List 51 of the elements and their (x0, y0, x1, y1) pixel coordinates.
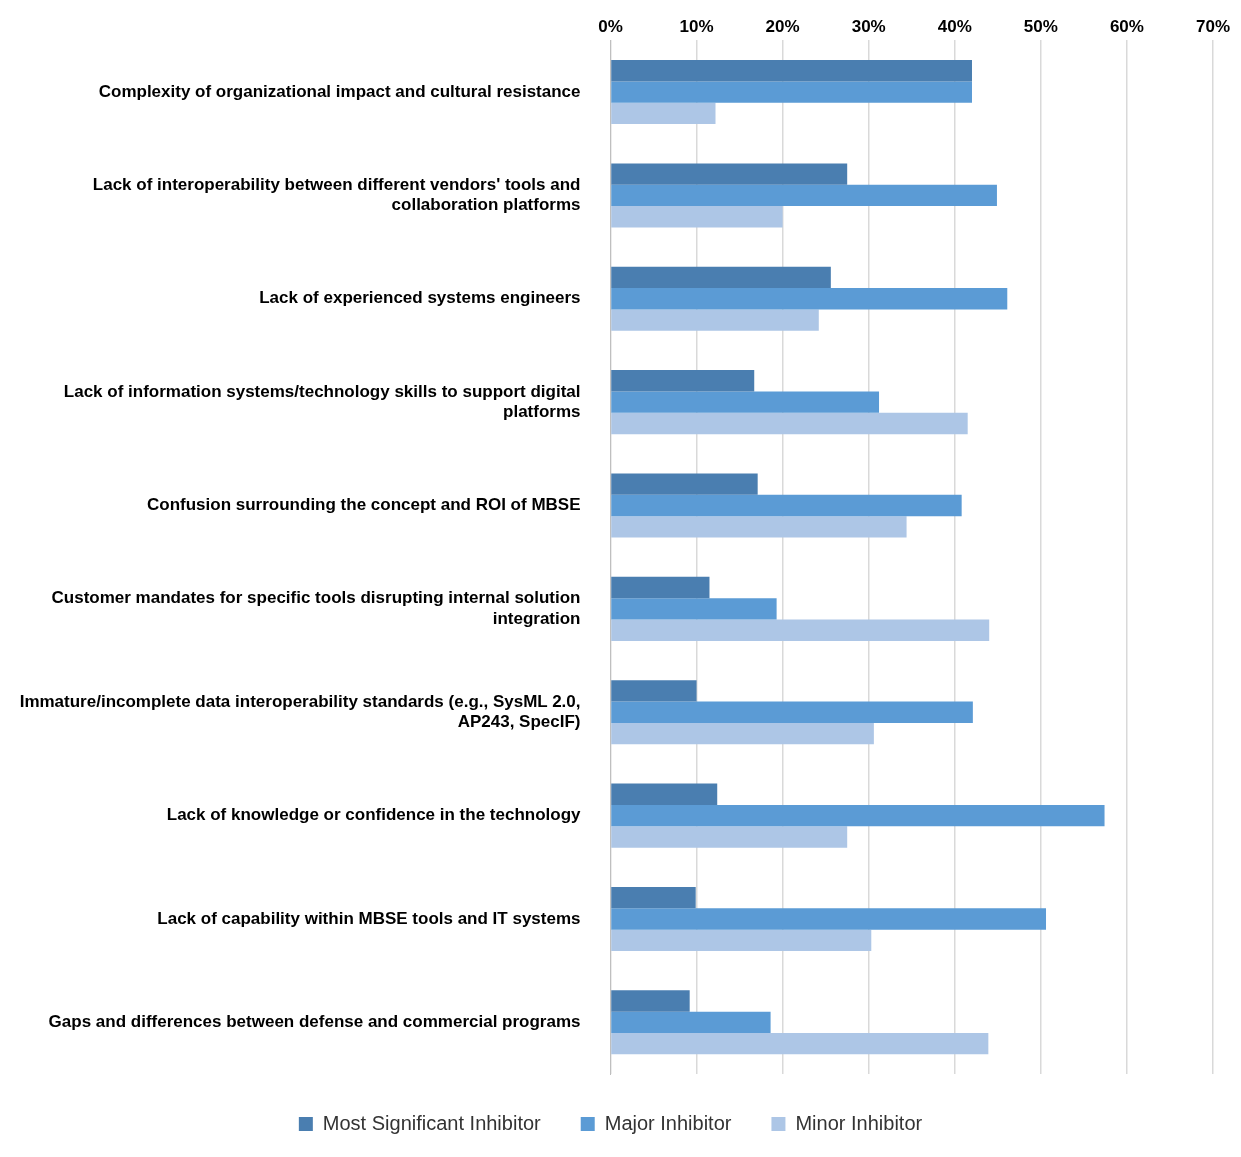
y-tick-label: Lack of knowledge or confidence in the technology (166, 805, 582, 825)
x-tick-label: 20% (765, 16, 800, 36)
bar (611, 102, 716, 125)
bar (611, 783, 718, 805)
bar (611, 391, 880, 413)
bar (611, 412, 968, 435)
bar (611, 516, 907, 538)
bar (611, 886, 696, 909)
y-tick-label: Customer mandates for specific tools disrupting internal solution integration (51, 588, 581, 628)
bar (611, 826, 848, 848)
y-tick-label: Lack of experienced systems engineers (259, 288, 581, 308)
bar (611, 206, 783, 228)
x-tick-label: 60% (1109, 16, 1144, 36)
x-tick-label: 0% (598, 16, 623, 36)
bar (611, 619, 990, 641)
y-tick-label: Confusion surrounding the concept and ROI of MBSE (147, 495, 581, 515)
bar (611, 576, 710, 599)
bar (611, 701, 973, 723)
x-tick-label: 30% (851, 16, 886, 36)
bar (611, 60, 972, 82)
legend-label: Minor Inhibitor (795, 1111, 923, 1134)
x-tick-label: 10% (679, 16, 714, 36)
bar (611, 990, 690, 1012)
x-tick-label: 70% (1195, 16, 1230, 36)
y-tick-label: Gaps and differences between defense and commercial programs (48, 1012, 581, 1032)
bar (611, 908, 1047, 930)
bar (611, 288, 1008, 310)
bar (611, 370, 755, 392)
y-tick-label: Immature/incomplete data interoperability standards (e.g., SysML 2.0, AP243, SpecIF) (19, 691, 581, 732)
legend-label: Major Inhibitor (604, 1111, 732, 1134)
y-tick-label: Complexity of organizational impact and cultural resistance (98, 81, 581, 101)
y-tick-label: Lack of capability within MBSE tools and IT systems (157, 908, 581, 928)
bar (611, 266, 831, 289)
bar (611, 473, 758, 495)
y-tick-label: Lack of information systems/technology skills to support digital platforms (63, 381, 581, 422)
bar (611, 722, 874, 745)
bar (611, 163, 848, 185)
bar (611, 680, 697, 702)
y-tick-label: Lack of interoperability between different vendors' tools and collaboration platforms (92, 174, 581, 215)
bar (611, 1033, 989, 1055)
bar (611, 804, 1105, 827)
bar (611, 309, 819, 331)
x-tick-label: 50% (1023, 16, 1058, 36)
bar (611, 1011, 771, 1033)
bar (611, 494, 962, 517)
x-tick-label: 40% (937, 16, 972, 36)
legend-label: Most Significant Inhibitor (322, 1111, 542, 1134)
bar (611, 598, 777, 620)
bar (611, 184, 997, 207)
bar (611, 929, 872, 951)
bar (611, 81, 972, 103)
